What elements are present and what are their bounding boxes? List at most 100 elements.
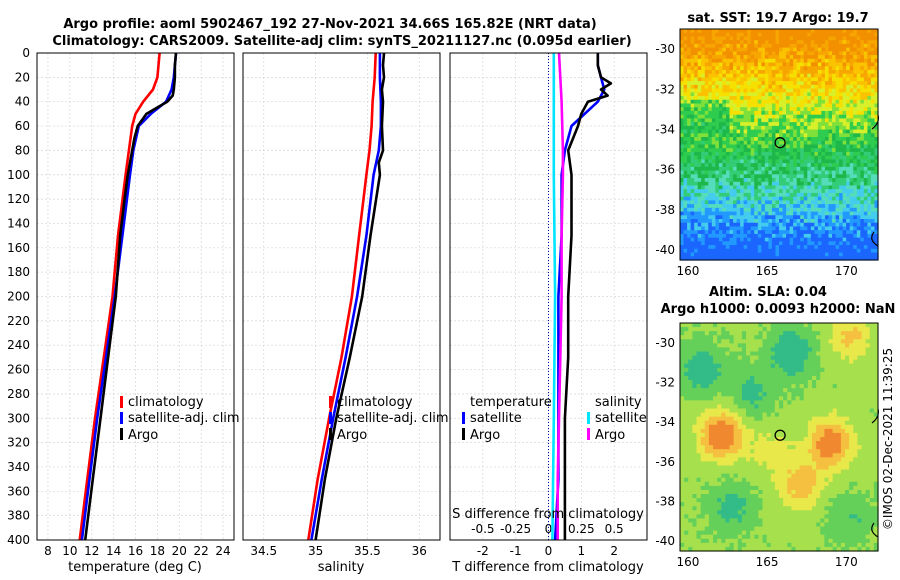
sst-map-cell (800, 181, 805, 187)
sst-map-cell (824, 155, 830, 161)
sst-map-cell (687, 122, 692, 127)
sst-map-cell (863, 174, 868, 179)
sst-map-cell (832, 200, 837, 205)
sst-map-cell (860, 252, 865, 257)
sst-map-cell (842, 137, 847, 142)
sst-map-cell (725, 204, 731, 209)
sla-map-cell (750, 416, 755, 422)
sst-map-cell (697, 222, 702, 228)
sst-map-cell (680, 215, 685, 220)
sst-map-cell (796, 230, 801, 235)
sst-map-cell (832, 144, 837, 149)
sla-map-cell (704, 339, 710, 344)
sla-map-cell (873, 408, 879, 414)
sla-map-cell (865, 331, 871, 336)
sst-map-cell (807, 174, 812, 179)
sst-map-cell (789, 55, 794, 60)
sst-map-cell (718, 241, 724, 246)
sst-map-cell (680, 178, 685, 183)
sla-map-cell (725, 375, 731, 381)
sst-map-cell (860, 204, 865, 209)
sst-map-cell (690, 110, 695, 116)
sst-map-cell (718, 96, 724, 101)
sst-map-cell (853, 237, 858, 242)
sla-map-cell (774, 408, 780, 414)
sst-map-cell (832, 88, 837, 93)
sla-map-cell (741, 428, 747, 434)
sla-map-cell (803, 359, 809, 365)
sla-map-cell (692, 339, 698, 344)
sst-map-cell (743, 200, 748, 205)
sst-map-cell (683, 189, 688, 194)
sst-map-cell (704, 58, 709, 64)
sla-map-cell (708, 371, 714, 377)
sst-map-cell (750, 181, 755, 187)
sla-map-cell (688, 408, 693, 414)
s-diff-tick-label: -0.5 (471, 522, 494, 536)
sst-map-cell (870, 144, 876, 149)
sla-map-cell (721, 437, 726, 442)
sst-map-cell (680, 73, 685, 79)
sla-map-cell (836, 408, 842, 414)
sla-map-cell (861, 416, 867, 422)
sst-map-cell (793, 200, 798, 205)
sst-map-cell (800, 66, 805, 71)
sst-map-cell (764, 233, 769, 239)
sst-map-cell (725, 185, 731, 190)
sst-map-cell (725, 233, 731, 239)
sla-map-cell (774, 375, 780, 381)
sst-map-cell (743, 66, 748, 71)
s-diff-tick-label: 0.25 (568, 522, 595, 536)
sst-map-cell (683, 230, 688, 235)
sst-map-cell (853, 43, 858, 49)
sst-map-cell (764, 133, 769, 138)
sla-map-cell (696, 327, 702, 332)
sst-map-cell (803, 73, 808, 79)
depth-tick-label: 0 (22, 46, 30, 60)
sla-map-cell (832, 339, 838, 344)
sst-map-cell (860, 129, 865, 134)
sla-map-cell (820, 380, 825, 385)
sst-map-cell (729, 241, 734, 246)
sla-map-cell (857, 335, 863, 340)
sst-map-cell (708, 151, 713, 157)
sla-map-cell (795, 371, 801, 377)
sst-map-cell (743, 47, 748, 52)
sst-map-cell (761, 204, 766, 209)
sst-map-cell (711, 69, 716, 75)
sst-map-cell (747, 181, 752, 187)
sst-map-cell (708, 129, 713, 134)
depth-tick-label: 140 (7, 216, 30, 230)
sst-map-cell (839, 144, 844, 149)
sst-map-cell (860, 233, 865, 239)
sla-map-cell (836, 371, 842, 377)
sla-map-cell (680, 343, 685, 349)
sst-map-cell (803, 248, 808, 254)
sst-map-cell (824, 189, 830, 194)
sst-map-cell (729, 122, 734, 127)
sla-map-cell (853, 416, 858, 422)
sla-map-cell (803, 412, 809, 418)
sst-map-cell (704, 92, 709, 97)
sst-map-cell (786, 69, 791, 75)
sst-map-cell (718, 151, 724, 157)
sst-map-cell (786, 51, 791, 56)
sla-map-cell (696, 412, 702, 418)
sla-map-cell (717, 323, 722, 328)
sst-map-cell (733, 163, 738, 168)
sst-map-cell (835, 110, 840, 116)
sst-map-cell (779, 245, 784, 250)
sst-map-cell (856, 207, 861, 213)
sla-map-cell (700, 339, 706, 344)
sst-map-cell (786, 226, 791, 231)
sst-map-cell (697, 207, 702, 213)
diff-series-s-argo (556, 52, 565, 540)
sst-map-cell (782, 219, 787, 224)
sst-map-cell (708, 114, 713, 120)
sst-map-cell (824, 181, 830, 187)
sla-map-cell (770, 347, 776, 353)
sla-map-cell (853, 408, 858, 414)
sst-map-cell (853, 107, 858, 112)
sst-map-cell (764, 58, 769, 64)
sst-map-cell (683, 47, 688, 52)
